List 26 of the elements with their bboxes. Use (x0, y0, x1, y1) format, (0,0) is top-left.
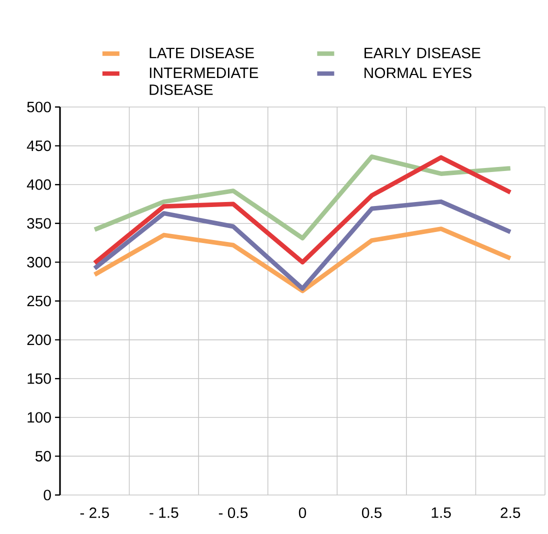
y-tick-label: 0 (44, 490, 51, 500)
line-series (92, 154, 513, 240)
legend-label: LATE DISEASE (150, 48, 254, 58)
y-tick-label: 100 (28, 412, 51, 423)
legend-label: INTERMEDIATE DISEASE (150, 68, 258, 96)
line-series (92, 155, 513, 266)
y-tick-label: 200 (27, 334, 51, 346)
x-tick-label: - 0.5 (218, 507, 248, 518)
y-tick-label: 400 (26, 179, 51, 190)
line-series (92, 226, 513, 294)
y-tick-label: 350 (27, 218, 51, 229)
y-tick-label: 150 (28, 373, 51, 384)
y-tick-label: 450 (26, 140, 51, 152)
legend-label: EARLY DISEASE (364, 48, 480, 58)
x-tick-label: - 1.5 (150, 507, 178, 518)
x-tick-label: 2.5 (500, 507, 520, 518)
y-tick-label: 50 (35, 450, 51, 462)
y-tick-label: 250 (27, 296, 51, 306)
x-tick-label: - 2.5 (80, 507, 109, 518)
x-tick-label: 0 (298, 507, 306, 518)
x-tick-label: 1.5 (432, 507, 451, 518)
y-tick-label: 500 (27, 102, 51, 112)
x-tick-label: 0.5 (362, 507, 382, 518)
line-series (92, 199, 513, 291)
legend-label: NORMAL EYES (364, 68, 472, 78)
y-tick-label: 300 (27, 256, 51, 268)
